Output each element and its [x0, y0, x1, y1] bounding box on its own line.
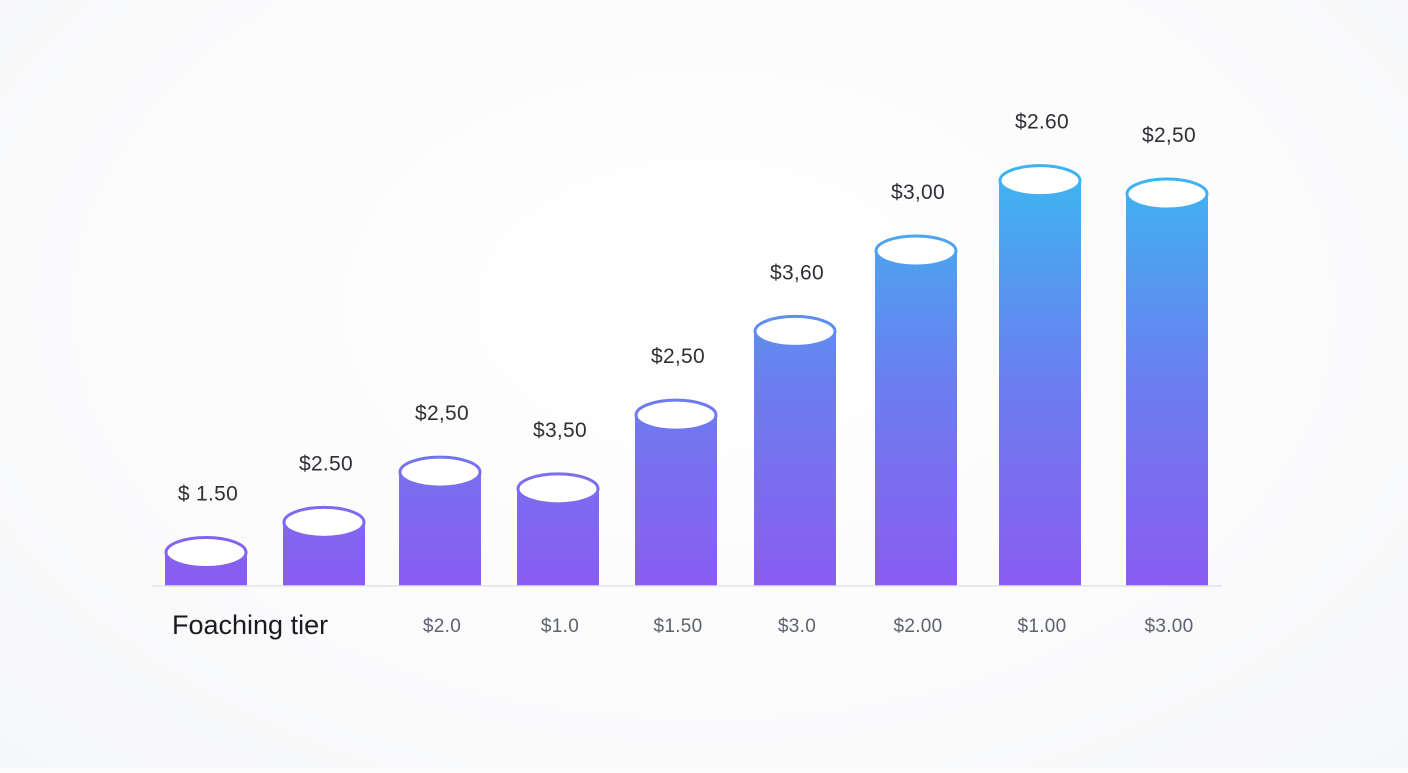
bar-value-label: $2,50 — [1142, 124, 1196, 147]
bar-value-label: $2.60 — [1015, 111, 1069, 134]
bar — [516, 472, 600, 586]
bar-value-label: $ 1.50 — [178, 483, 238, 506]
tick-labels-group: $2.0 $1.0 $1.50 $3.0 $2.00 $1.00 $3.00 — [423, 616, 1193, 637]
bar — [398, 455, 482, 586]
bar-value-label: $2,50 — [415, 402, 469, 425]
bar-value-label: $3,00 — [891, 181, 945, 204]
bar-body — [399, 472, 481, 586]
bar-body — [875, 251, 957, 586]
bar-value-label: $3,50 — [533, 419, 587, 442]
bar-cap — [282, 505, 366, 539]
bar-cap — [634, 398, 718, 432]
bar — [282, 505, 366, 586]
bar — [164, 536, 248, 586]
bar-cap — [998, 164, 1082, 198]
bar — [874, 234, 958, 586]
x-tick-label: $1.00 — [1017, 616, 1066, 637]
bar — [753, 314, 837, 586]
bar-cap — [753, 314, 837, 348]
x-tick-label: $2.0 — [423, 616, 461, 637]
x-tick-label: $2.00 — [893, 616, 942, 637]
bar-cap — [516, 472, 600, 506]
bar-body — [754, 331, 836, 586]
bar-cap — [874, 234, 958, 268]
x-tick-label: $1.50 — [653, 616, 702, 637]
bar-body — [1126, 194, 1208, 587]
x-tick-label: $3.0 — [778, 616, 816, 637]
x-tick-label: $1.0 — [541, 616, 579, 637]
bar — [998, 164, 1082, 586]
bar — [1125, 177, 1209, 587]
bars-group — [164, 164, 1209, 587]
bar-cap — [1125, 177, 1209, 211]
x-axis-title: Foaching tier — [172, 610, 328, 640]
bar-cap — [164, 536, 248, 569]
bar-body — [999, 180, 1081, 586]
bar-value-label: $2.50 — [299, 452, 353, 475]
bar-cap — [398, 455, 482, 489]
x-tick-label: $3.00 — [1144, 616, 1193, 637]
value-labels-group: $ 1.50 $2.50 $2,50 $3,50 $2,50 $3,60 $3,00 $2.6… — [178, 111, 1196, 506]
bar-body — [635, 415, 717, 586]
bar — [634, 398, 718, 586]
bar-value-label: $2,50 — [651, 345, 705, 368]
bar-value-label: $3,60 — [770, 261, 824, 284]
